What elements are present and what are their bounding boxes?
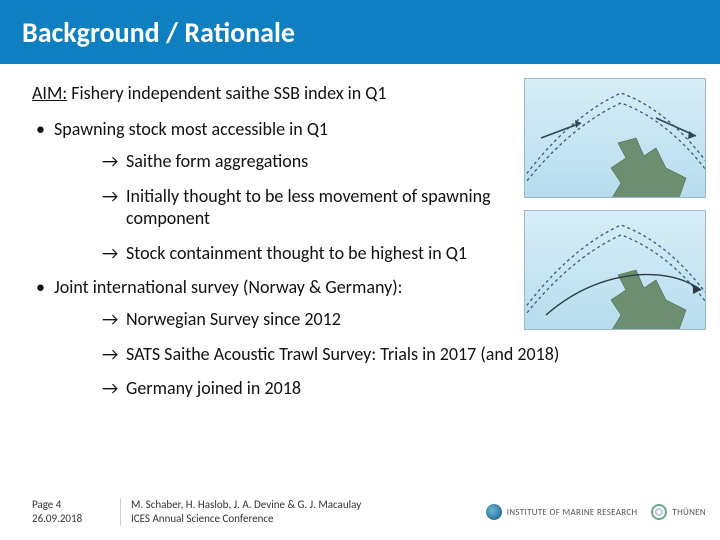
bullet-2-sub-1-text: Norwegian Survey since 2012 bbox=[126, 308, 341, 330]
arrow-icon: → bbox=[102, 308, 118, 331]
map-bottom-svg bbox=[526, 220, 706, 330]
map-bottom bbox=[524, 210, 706, 330]
footer-page: Page 4 bbox=[32, 498, 110, 512]
arrow-icon: → bbox=[102, 185, 118, 208]
map-top bbox=[524, 78, 706, 198]
bullet-1-sub-3: → Stock containment thought to be highest… bbox=[102, 242, 522, 265]
page-title: Background / Rationale bbox=[22, 15, 295, 50]
arrow-icon: → bbox=[102, 150, 118, 173]
bullet-2-sub-3-text: Germany joined in 2018 bbox=[126, 377, 301, 399]
footer-separator bbox=[120, 498, 121, 526]
aim-text: Fishery independent saithe SSB index in … bbox=[67, 82, 386, 104]
bullet-2-sub-2-text: SATS Saithe Acoustic Trawl Survey: Trial… bbox=[126, 343, 559, 365]
logo-imr: INSTITUTE OF MARINE RESEARCH bbox=[486, 504, 638, 520]
logo-thunen-text: THÜNEN bbox=[672, 507, 706, 518]
bullet-2-text: Joint international survey (Norway & Ger… bbox=[54, 276, 403, 298]
bullet-2-sub-2: → SATS Saithe Acoustic Trawl Survey: Tria… bbox=[102, 343, 700, 366]
map-top-svg bbox=[526, 88, 706, 198]
title-bar: Background / Rationale bbox=[0, 0, 720, 64]
footer: Page 4 26.09.2018 M. Schaber, H. Haslob,… bbox=[0, 490, 720, 540]
arrow-icon: → bbox=[102, 377, 118, 400]
bullet-2-sub-3: → Germany joined in 2018 bbox=[102, 377, 700, 400]
aim-label: AIM: bbox=[32, 82, 67, 104]
footer-conference: ICES Annual Science Conference bbox=[131, 512, 361, 526]
imr-icon bbox=[486, 504, 502, 520]
footer-logos: INSTITUTE OF MARINE RESEARCH THÜNEN bbox=[486, 504, 706, 520]
bullet-1-sub-2: → Initially thought to be less movement o… bbox=[102, 185, 522, 230]
bullet-1-sub-1: → Saithe form aggregations bbox=[102, 150, 522, 173]
footer-date: 26.09.2018 bbox=[32, 512, 110, 526]
bullet-1-sub-3-text: Stock containment thought to be highest … bbox=[126, 242, 467, 264]
bullet-1-sub-1-text: Saithe form aggregations bbox=[126, 150, 308, 172]
arrow-icon: → bbox=[102, 343, 118, 366]
thunen-icon bbox=[651, 504, 667, 520]
bullet-1-sub-2-text: Initially thought to be less movement of… bbox=[126, 185, 491, 230]
footer-page-block: Page 4 26.09.2018 bbox=[32, 498, 110, 527]
footer-credits: M. Schaber, H. Haslob, J. A. Devine & G.… bbox=[131, 498, 361, 527]
footer-authors: M. Schaber, H. Haslob, J. A. Devine & G.… bbox=[131, 498, 361, 512]
logo-thunen: THÜNEN bbox=[651, 504, 706, 520]
arrow-icon: → bbox=[102, 242, 118, 265]
logo-imr-text: INSTITUTE OF MARINE RESEARCH bbox=[507, 507, 638, 518]
bullet-1-text: Spawning stock most accessible in Q1 bbox=[54, 118, 328, 140]
maps-panel bbox=[524, 78, 706, 342]
